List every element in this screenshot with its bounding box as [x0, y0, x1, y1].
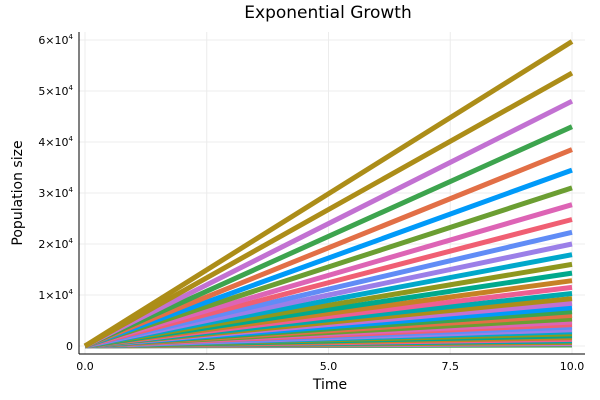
- axes: [78, 32, 585, 355]
- series-line-29: [84, 202, 573, 349]
- y-tick-label: 2×104: [38, 237, 73, 251]
- series-line-36: [83, 39, 574, 349]
- series-line-32: [84, 147, 573, 349]
- x-axis-label: Time: [312, 377, 347, 393]
- y-tick-label: 1×104: [38, 288, 73, 302]
- x-tick-label: 10.0: [560, 360, 585, 373]
- series-line-33: [83, 124, 574, 349]
- series-line-30: [84, 185, 573, 349]
- y-tick-label: 0: [66, 340, 73, 353]
- tick-labels: 0.0 2.5 5.0 7.5 10.0 0 1×104 2×104 3×104 4×104 5×1…: [38, 33, 584, 373]
- y-tick-label: 5×104: [38, 84, 73, 98]
- series-lines: [83, 39, 574, 349]
- y-tick-label: 6×104: [38, 33, 73, 47]
- chart-title: Exponential Growth: [244, 3, 411, 23]
- y-tick-label: 3×104: [38, 186, 73, 200]
- x-tick-label: 7.5: [442, 360, 460, 373]
- series-line-34: [83, 98, 574, 349]
- series-line-35: [83, 70, 574, 349]
- series-line-31: [84, 167, 573, 349]
- x-tick-label: 0.0: [76, 360, 94, 373]
- y-axis-label: Population size: [10, 140, 26, 245]
- x-tick-label: 5.0: [320, 360, 338, 373]
- y-tick-label: 4×104: [38, 135, 73, 149]
- x-tick-label: 2.5: [198, 360, 216, 373]
